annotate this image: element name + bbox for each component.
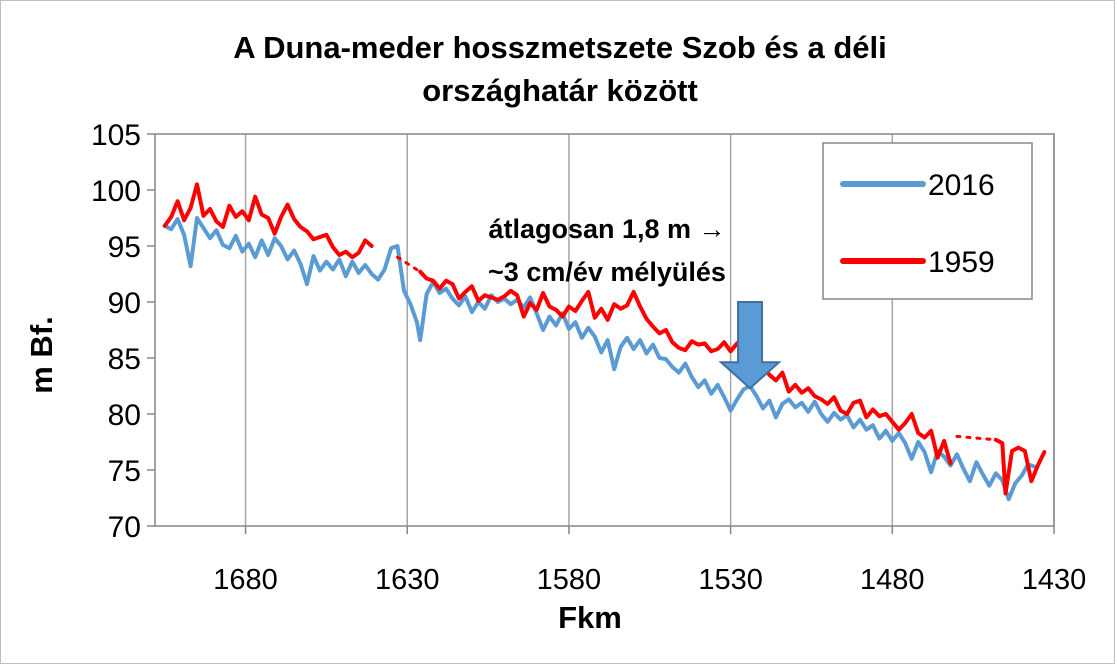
x-tick-label-2: 1580 [537,564,602,596]
legend-box [822,142,1033,300]
annotation-line-2: ~3 cm/év mélyülés [488,257,726,287]
series-1959-gap-1 [955,434,998,442]
y-tick-label-2: 80 [108,399,141,432]
y-tick-label-0: 70 [108,511,141,544]
series-1959-line-1 [418,269,953,466]
x-axis-title: Fkm [558,600,622,635]
series-1959-gap-0 [396,255,422,274]
y-axis-title: m Bf. [24,316,59,394]
annotation-line-1: átlagosan 1,8 m → [488,214,725,244]
y-tick-label-7: 105 [91,119,141,152]
series-1959-line-2 [993,437,1047,496]
legend-label-2016: 2016 [928,169,995,202]
x-tick-label-0: 1680 [213,564,278,596]
x-tick-label-3: 1530 [698,564,763,596]
y-tick-label-6: 100 [91,175,141,208]
y-tick-label-3: 85 [108,343,141,376]
y-tick-label-1: 75 [108,455,141,488]
legend-label-1959: 1959 [928,246,995,279]
y-tick-label-4: 90 [108,287,141,320]
legend: 2016 1959 [822,142,1033,300]
series-2016-line-0 [162,216,1037,502]
x-tick-label-4: 1480 [860,564,925,596]
x-tick-label-1: 1630 [375,564,440,596]
series-1959-line-0 [162,182,374,260]
down-arrow-icon [718,301,782,390]
chart-title-line-1: A Duna-meder hosszmetszete Szob és a dél… [233,30,886,65]
series-layer [162,182,1047,502]
plot-area [154,133,1055,527]
x-axis-ticks: 1680 1630 1580 1530 1480 1430 [213,526,1086,596]
x-tick-label-5: 1430 [1022,564,1087,596]
y-axis-ticks: 70 75 80 85 90 95 100 105 [91,119,155,544]
y-tick-label-5: 95 [108,231,141,264]
chart-title-line-2: országhatár között [422,73,698,108]
